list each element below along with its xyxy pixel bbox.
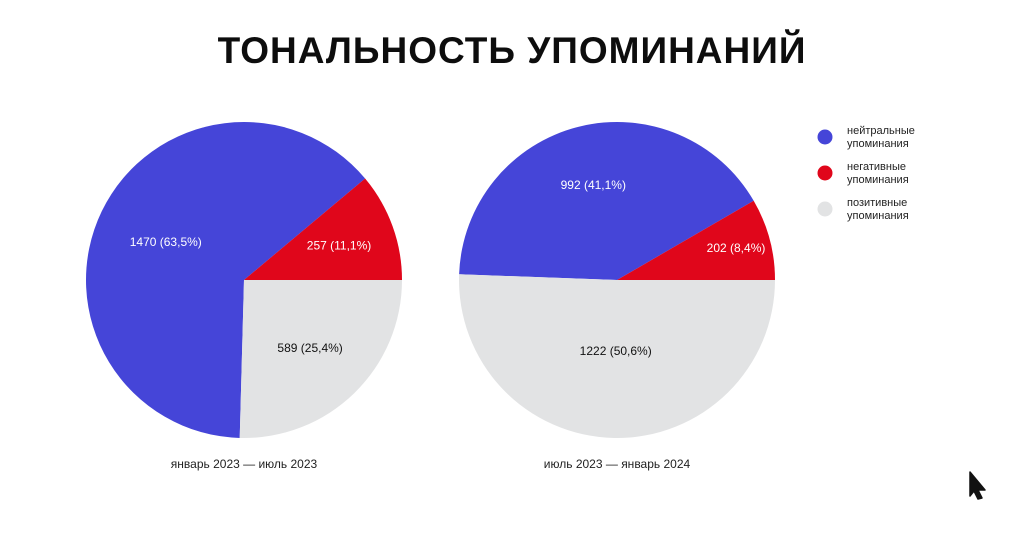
pie-slice-negative bbox=[617, 200, 775, 280]
pie-slice-positive bbox=[459, 274, 775, 438]
page-title: ТОНАЛЬНОСТЬ УПОМИНАНИЙ bbox=[217, 30, 807, 71]
slice-label-neutral: 992 (41,1%) bbox=[561, 178, 626, 192]
legend-label: позитивные bbox=[847, 197, 907, 209]
pie-caption: январь 2023 — июль 2023 bbox=[171, 457, 318, 471]
pie-slice-neutral bbox=[459, 121, 754, 280]
legend-swatch bbox=[817, 201, 833, 217]
pie-caption: июль 2023 — январь 2024 bbox=[544, 457, 691, 471]
slice-label-negative: 202 (8,4%) bbox=[707, 241, 766, 255]
cursor-arrow-logo-icon bbox=[969, 471, 986, 500]
legend-swatch bbox=[817, 165, 833, 181]
legend-label: нейтральные bbox=[847, 125, 915, 137]
legend-label: упоминания bbox=[847, 210, 909, 222]
legend-label: негативные bbox=[847, 161, 906, 173]
slice-label-positive: 589 (25,4%) bbox=[277, 341, 342, 355]
pie-slice-positive bbox=[239, 280, 402, 438]
legend: нейтральныеупоминаниянегативныеупоминани… bbox=[817, 125, 915, 222]
pie-chart-2: 992 (41,1%) 202 (8,4%) 1222 (50,6%) июль 20… bbox=[459, 121, 775, 471]
legend-swatch bbox=[817, 129, 833, 145]
pie-chart-1: 1470 (63,5%) 257 (11,1%) 589 (25,4%) январь… bbox=[85, 122, 402, 471]
legend-label: упоминания bbox=[847, 174, 909, 186]
slice-label-neutral: 1470 (63,5%) bbox=[130, 235, 202, 249]
slice-label-positive: 1222 (50,6%) bbox=[580, 344, 652, 358]
pie-slice-negative bbox=[244, 178, 402, 280]
legend-label: упоминания bbox=[847, 138, 909, 150]
slice-label-negative: 257 (11,1%) bbox=[307, 238, 371, 252]
pie-slice-neutral bbox=[85, 122, 366, 438]
